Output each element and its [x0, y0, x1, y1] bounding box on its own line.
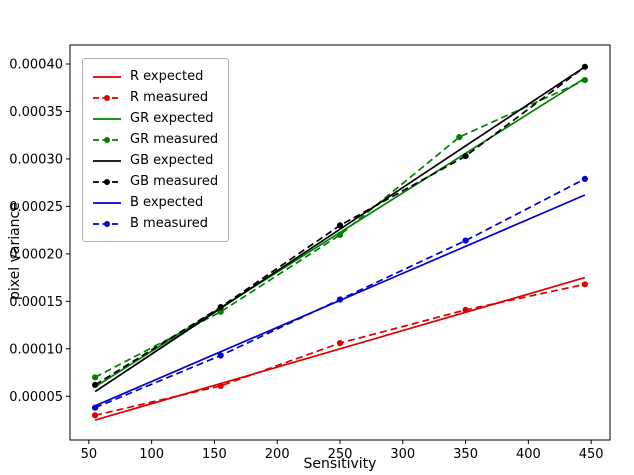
x-tick-label: 200 — [265, 447, 290, 462]
legend-item: GR expected — [92, 108, 218, 129]
data-point — [92, 374, 99, 381]
legend-item: R measured — [92, 87, 218, 108]
x-tick-label: 50 — [81, 447, 98, 462]
y-tick-label: 0.00040 — [9, 57, 63, 72]
legend-line-sample — [93, 201, 121, 204]
data-point — [581, 77, 589, 84]
data-point — [462, 306, 469, 313]
legend-label: B expected — [130, 195, 204, 210]
legend-label: GB expected — [130, 153, 214, 168]
data-point — [217, 304, 224, 311]
x-tick-label: 350 — [453, 447, 478, 462]
legend: R expected R measured GR expected GR measur… — [82, 58, 230, 242]
data-point — [581, 63, 589, 70]
legend-item: B measured — [92, 213, 218, 234]
x-axis: 50 100 150 200 250 300 350 400 450 — [81, 440, 604, 462]
data-point — [92, 412, 99, 419]
y-tick-label: 0.00005 — [9, 390, 63, 405]
x-tick-label: 400 — [516, 447, 541, 462]
y-tick-label: 0.00010 — [9, 342, 63, 357]
legend-label: R expected — [130, 69, 204, 84]
data-point — [92, 404, 99, 411]
legend-marker — [104, 178, 110, 185]
x-tick-label: 150 — [202, 447, 227, 462]
y-tick-label: 0.00025 — [9, 200, 63, 215]
data-point — [217, 352, 224, 359]
legend-item: GB measured — [92, 171, 218, 192]
y-axis: 0.00005 0.00010 0.00015 0.00020 0.00025 0.000… — [9, 57, 70, 405]
data-point — [336, 231, 344, 238]
x-tick-label: 300 — [390, 447, 415, 462]
legend-marker — [104, 136, 110, 143]
y-axis-label: pixel variance — [7, 202, 23, 300]
legend-line-sample — [93, 178, 121, 185]
data-point — [456, 134, 463, 141]
x-tick-label: 450 — [579, 447, 604, 462]
data-point — [581, 281, 589, 288]
data-point — [336, 222, 344, 229]
legend-line-sample — [93, 220, 121, 227]
legend-label: R measured — [130, 90, 209, 105]
series-group — [92, 63, 589, 421]
data-point — [336, 296, 344, 303]
y-tick-label: 0.00020 — [9, 247, 63, 262]
y-tick-label: 0.00030 — [9, 152, 63, 167]
y-tick-label: 0.00035 — [9, 105, 63, 120]
data-point — [92, 381, 99, 388]
x-tick-label: 100 — [139, 447, 164, 462]
legend-item: R expected — [92, 66, 218, 87]
legend-line-sample — [93, 117, 121, 120]
legend-label: GR expected — [130, 111, 214, 126]
legend-item: GB expected — [92, 150, 218, 171]
series-line-gr-measured — [94, 79, 586, 379]
data-point — [462, 237, 469, 244]
legend-line-sample — [93, 75, 121, 78]
data-point — [217, 382, 224, 389]
legend-label: B measured — [130, 216, 208, 231]
legend-line-sample — [93, 159, 121, 162]
data-point — [581, 175, 589, 182]
legend-label: GB measured — [130, 174, 219, 189]
x-tick-label: 250 — [328, 447, 353, 462]
y-tick-label: 0.00015 — [9, 295, 63, 310]
legend-label: GR measured — [130, 132, 219, 147]
legend-marker — [104, 220, 110, 227]
series-line-r-measured — [94, 283, 586, 417]
data-point — [462, 153, 469, 160]
legend-marker — [104, 94, 110, 101]
series-line-gb-expected — [94, 66, 586, 393]
legend-line-sample — [93, 136, 121, 143]
legend-item: GR measured — [92, 129, 218, 150]
data-point — [336, 340, 344, 347]
legend-line-sample — [93, 94, 121, 101]
x-axis-label: Sensitivity — [303, 456, 377, 472]
legend-item: B expected — [92, 192, 218, 213]
